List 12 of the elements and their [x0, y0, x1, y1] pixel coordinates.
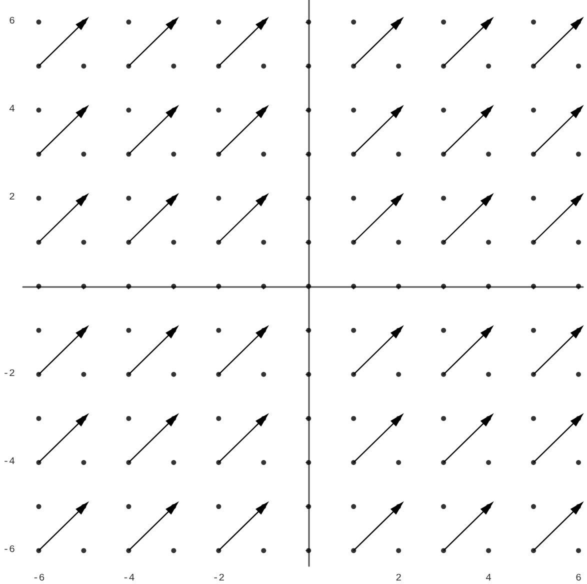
x-tick-label: 6 — [575, 574, 582, 584]
x-tick-label: 4 — [486, 574, 492, 584]
y-tick-label: 2 — [8, 192, 15, 204]
x-tick-label: -4 — [122, 574, 135, 584]
y-tick-label: -4 — [2, 456, 15, 468]
x-tick-label: 2 — [396, 574, 402, 584]
x-tick-label: -2 — [212, 574, 225, 584]
y-tick-label: -6 — [2, 545, 15, 556]
y-tick-label: 4 — [8, 104, 15, 116]
x-tick-label: -6 — [32, 574, 45, 584]
y-tick-label: 6 — [8, 16, 15, 28]
y-tick-label: -2 — [2, 368, 15, 380]
